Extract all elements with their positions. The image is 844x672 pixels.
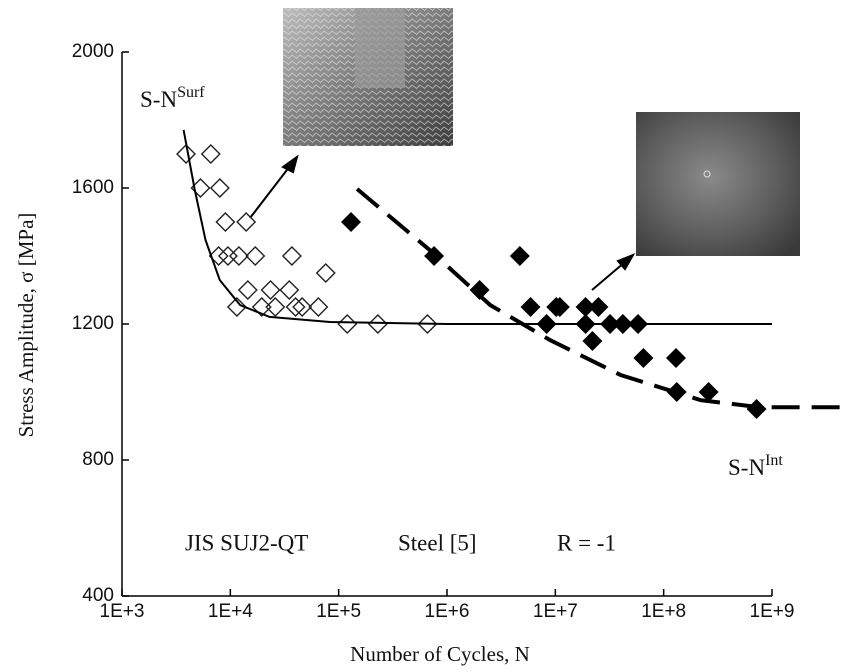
data-point [280, 281, 298, 299]
data-point [369, 315, 387, 333]
data-point [239, 281, 257, 299]
data-point [317, 264, 335, 282]
data-point [583, 332, 601, 350]
annotation: S-NInt [728, 452, 783, 481]
y-axis-label: Stress Amplitude, σ [MPa] [14, 213, 38, 438]
y-tick-label: 800 [82, 449, 114, 470]
photo-surface [283, 8, 453, 146]
data-point [589, 298, 607, 316]
annotation: R = -1 [557, 530, 616, 555]
data-point [511, 247, 529, 265]
x-tick-label: 1E+5 [316, 601, 361, 622]
data-point [287, 298, 305, 316]
data-point [748, 400, 766, 418]
x-tick-label: 1E+8 [641, 601, 686, 622]
data-point [262, 281, 280, 299]
x-tick-label: 1E+4 [208, 601, 253, 622]
annotation: Steel [5] [398, 530, 477, 555]
data-point [522, 298, 540, 316]
data-point [283, 247, 301, 265]
data-point [634, 349, 652, 367]
data-point [338, 315, 356, 333]
x-tick-label: 1E+3 [100, 601, 145, 622]
x-tick-label: 1E+7 [533, 601, 578, 622]
photo-interior [636, 112, 800, 256]
chart: Number of Cycles, N Stress Amplitude, σ … [0, 0, 844, 672]
data-point [246, 247, 264, 265]
x-axis-label: Number of Cycles, N [350, 642, 530, 666]
x-tick-label: 1E+9 [750, 601, 795, 622]
data-point [216, 213, 234, 231]
y-tick-label: 1600 [72, 177, 114, 198]
y-tick-label: 2000 [72, 41, 114, 62]
data-point [211, 179, 229, 197]
data-point [342, 213, 360, 231]
arrows [250, 157, 633, 290]
x-tick-label: 1E+6 [425, 601, 470, 622]
y-tick-label: 1200 [72, 313, 114, 334]
data-point [667, 349, 685, 367]
annotation: S-NSurf [140, 84, 205, 113]
data-point [230, 247, 248, 265]
annotation: JIS SUJ2-QT [185, 530, 308, 555]
data-point [202, 145, 220, 163]
data-point [266, 298, 284, 316]
data-point [700, 383, 718, 401]
